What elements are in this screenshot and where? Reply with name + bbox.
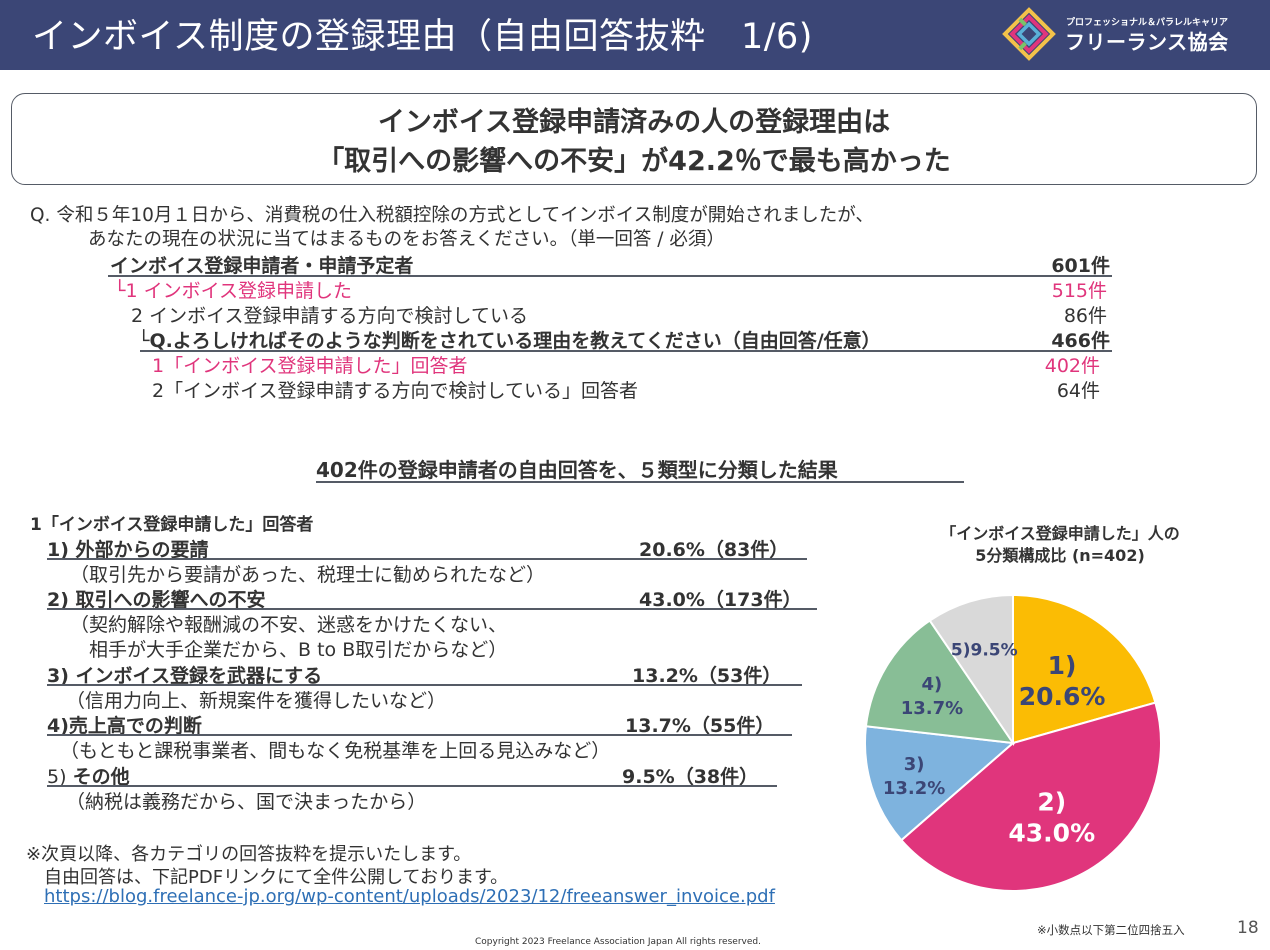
count-value-applied-respondents: 402件 (1044, 355, 1100, 377)
pie-category-3: 3) (904, 754, 925, 775)
category-1-desc: （取引先から要請があった、税理士に勧められたなど） (70, 564, 546, 586)
count-label-applied: └1 インボイス登録申請した (114, 280, 352, 302)
divider (47, 558, 807, 560)
count-value-applied: 515件 (1051, 280, 1107, 302)
category-2-desc-1: （契約解除や報酬減の不安、迷惑をかけたくない、 (70, 614, 508, 636)
count-label-applied-respondents: 1「インボイス登録申請した」回答者 (152, 355, 468, 377)
pie-chart: 1)20.6% 2)43.0% 3) 13.2% 4) 13.7% 5)9.5% (864, 593, 1162, 892)
pie-category-4: 4) (922, 674, 943, 695)
chart-title: 「インボイス登録申請した」人の (940, 524, 1180, 543)
pie-category-2: 2) (1037, 788, 1066, 817)
category-5-desc: （納税は義務だから、国で決まったから） (66, 791, 427, 813)
pie-value-4: 13.7% (901, 698, 963, 719)
pie-slice-1 (1012, 593, 1157, 745)
divider (140, 350, 1112, 352)
category-5-value: 9.5%（38件） (622, 766, 759, 788)
category-heading: 1「インボイス登録申請した」回答者 (30, 515, 314, 535)
pie-slice-3 (864, 725, 1016, 842)
pie-value-3: 13.2% (883, 778, 945, 799)
headline-line-1: インボイス登録申請済みの人の登録理由は (377, 107, 891, 138)
divider (47, 684, 802, 686)
pie-slice-4 (864, 619, 1016, 745)
category-2-desc-2: 相手が大手企業だから、B to B取引だからなど） (89, 639, 508, 661)
section-title: 402件の登録申請者の自由回答を、５類型に分類した結果 (316, 458, 838, 482)
pie-slice-5 (928, 593, 1014, 747)
category-3-label: 3) インボイス登録を武器にする (47, 665, 323, 687)
copyright: Copyright 2023 Freelance Association Jap… (475, 937, 761, 947)
page-title: インボイス制度の登録理由（自由回答抜粋 1/6) (32, 17, 813, 57)
count-value-considering-respondents: 64件 (1056, 380, 1100, 402)
count-label-total: インボイス登録申請者・申請予定者 (110, 255, 414, 277)
headline-box: インボイス登録申請済みの人の登録理由は 「取引への影響への不安」が42.2％で最… (11, 93, 1257, 185)
count-value-considering: 86件 (1063, 305, 1107, 327)
category-5-label: 5) その他 (47, 766, 130, 788)
pie-value-2: 43.0% (1008, 819, 1095, 848)
category-2-label: 2) 取引への影響への不安 (47, 589, 266, 611)
divider (47, 608, 817, 610)
logo-subtitle: プロフェッショナル＆パラレルキャリア (1066, 18, 1229, 28)
count-value-reason-question: 466件 (1051, 330, 1110, 352)
pie-slice-2 (899, 701, 1162, 892)
pie-category-1: 1) (1048, 651, 1077, 680)
category-4-value: 13.7%（55件） (625, 715, 775, 737)
divider (47, 785, 777, 787)
association-logo-icon (1002, 7, 1056, 61)
page-number: 18 (1237, 918, 1259, 938)
question-line-1: Q. 令和５年10月１日から、消費税の仕入税額控除の方式としてインボイス制度が開… (30, 205, 874, 226)
logo-name: フリーランス協会 (1065, 30, 1229, 54)
pie-value-1: 20.6% (1019, 682, 1106, 711)
category-4-label: 4)売上高での判断 (47, 715, 202, 737)
chart-subtitle: 5分類構成比 (n=402) (975, 546, 1145, 565)
count-value-total: 601件 (1051, 255, 1110, 277)
pie-label-5: 5)9.5% (951, 641, 1018, 661)
category-4-desc: （もともと課税事業者、間もなく免税基準を上回る見込みなど） (60, 740, 611, 762)
note-line-2: 自由回答は、下記PDFリンクにて全件公開しております。 (44, 867, 509, 888)
count-label-considering-respondents: 2「インボイス登録申請する方向で検討している」回答者 (152, 380, 638, 402)
category-1-label: 1) 外部からの要請 (47, 539, 209, 561)
rounding-note: ※小数点以下第二位四捨五入 (1037, 923, 1185, 937)
question-line-2: あなたの現在の状況に当てはまるものをお答えください。（単一回答 / 必須） (88, 229, 725, 250)
section-title-underline (316, 481, 964, 483)
note-line-1: ※次頁以降、各カテゴリの回答抜粋を提示いたします。 (26, 844, 472, 865)
count-label-considering: 2 インボイス登録申請する方向で検討している (131, 305, 528, 327)
category-3-desc: （信用力向上、新規案件を獲得したいなど） (66, 690, 447, 712)
divider (47, 734, 792, 736)
category-3-value: 13.2%（53件） (632, 665, 782, 687)
category-2-value: 43.0%（173件） (639, 589, 802, 611)
category-1-value: 20.6%（83件） (639, 539, 789, 561)
count-label-reason-question: └Q.よろしければそのような判断をされている理由を教えてください（自由回答/任意… (138, 330, 881, 352)
pdf-link[interactable]: https://blog.freelance-jp.org/wp-content… (44, 886, 775, 907)
headline-line-2: 「取引への影響への不安」が42.2％で最も高かった (317, 146, 951, 177)
header-bar: インボイス制度の登録理由（自由回答抜粋 1/6) プロフェッショナル＆パラレルキ… (0, 0, 1270, 70)
divider (108, 275, 1112, 277)
